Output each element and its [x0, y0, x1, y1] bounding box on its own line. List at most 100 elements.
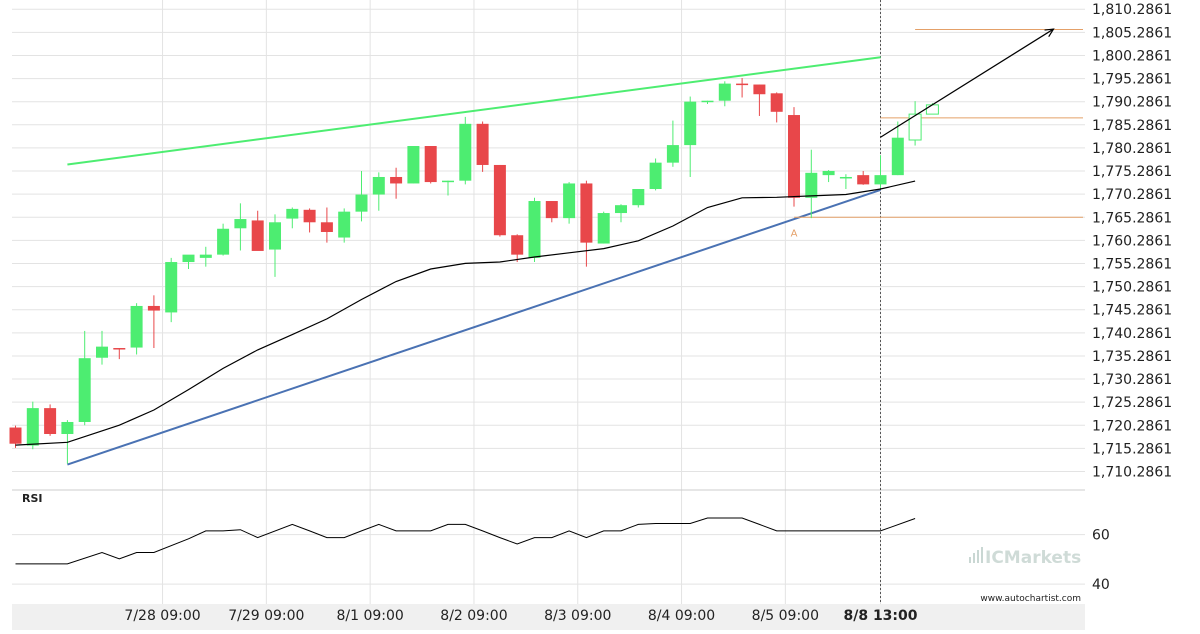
candle-body — [632, 189, 645, 206]
time-tick-label: 8/5 09:00 — [752, 608, 819, 624]
candle-body — [874, 175, 887, 185]
candle-body — [44, 408, 57, 435]
candle-body — [805, 172, 818, 198]
grid-layer — [12, 0, 1085, 604]
price-tick-label: 1,730.2861 — [1092, 372, 1172, 388]
time-tick-label: 8/1 09:00 — [336, 608, 403, 624]
price-tick-label: 1,745.2861 — [1092, 303, 1172, 319]
price-tick-label: 1,765.2861 — [1092, 210, 1172, 226]
candle-body — [459, 123, 472, 181]
pattern-point-label: A — [791, 228, 798, 239]
rsi-tick-label: 60 — [1092, 528, 1110, 544]
candle-body — [182, 254, 195, 263]
overlay-layer: A — [15, 28, 1055, 446]
candle-body — [684, 101, 697, 146]
price-tick-label: 1,770.2861 — [1092, 187, 1172, 203]
candle-body — [788, 115, 800, 198]
projection-candle-body — [908, 113, 922, 141]
candle-body — [545, 201, 558, 219]
candle-body — [9, 427, 22, 444]
price-tick-label: 1,740.2861 — [1092, 326, 1172, 342]
time-tick-label: 8/4 09:00 — [648, 608, 715, 624]
price-tick-label: 1,725.2861 — [1092, 395, 1172, 411]
price-tick-label: 1,750.2861 — [1092, 280, 1172, 296]
forecast-arrow-head — [1044, 28, 1055, 37]
price-tick-label: 1,710.2861 — [1092, 465, 1172, 481]
time-tick-label: 8/2 09:00 — [440, 608, 507, 624]
candle-layer — [9, 78, 939, 464]
watermark-bars-icon — [969, 547, 983, 563]
resistance-trendline — [67, 56, 881, 166]
candle-body — [511, 235, 524, 255]
price-tick-label: 1,810.2861 — [1092, 2, 1172, 18]
candle-body — [476, 123, 489, 165]
rsi-title: RSI — [22, 492, 43, 505]
candle-body — [857, 175, 870, 185]
candle-body — [753, 84, 766, 95]
candle-body — [251, 220, 264, 251]
candle-body — [839, 176, 852, 179]
watermark-text: ICMarkets — [985, 548, 1081, 568]
candle-body — [424, 146, 437, 183]
candle-body — [615, 205, 627, 214]
candle-body — [320, 222, 333, 232]
price-tick-label: 1,785.2861 — [1092, 118, 1172, 134]
candle-body — [217, 228, 230, 255]
candle-body — [286, 208, 299, 219]
candle-body — [372, 176, 385, 195]
candle-body — [407, 146, 420, 184]
price-tick-label: 1,715.2861 — [1092, 441, 1172, 457]
candle-body — [303, 209, 316, 223]
candle-body — [580, 183, 593, 243]
candle-body — [61, 421, 74, 435]
rsi-panel-background — [12, 490, 1085, 604]
rsi-line — [15, 517, 916, 565]
price-tick-label: 1,805.2861 — [1092, 25, 1172, 41]
price-tick-label: 1,760.2861 — [1092, 233, 1172, 249]
candle-body — [390, 176, 403, 184]
candle-body — [96, 346, 108, 358]
candle-body — [113, 348, 126, 350]
candle-body — [26, 408, 39, 446]
price-panel-background — [12, 0, 1085, 490]
price-tick-label: 1,795.2861 — [1092, 72, 1172, 88]
time-tick-label: 8/3 09:00 — [544, 608, 611, 624]
candle-body — [130, 305, 143, 348]
candle-body — [78, 358, 91, 422]
rsi-layer — [15, 517, 916, 565]
price-tick-label: 1,800.2861 — [1092, 48, 1172, 64]
candle-body — [770, 93, 783, 112]
price-tick-label: 1,735.2861 — [1092, 349, 1172, 365]
candle-body — [666, 145, 679, 163]
candle-body — [701, 100, 714, 103]
price-tick-label: 1,755.2861 — [1092, 256, 1172, 272]
candle-body — [493, 164, 506, 236]
candle-body — [528, 201, 541, 258]
forecast-arrow-line — [880, 28, 1054, 138]
candle-body — [147, 305, 160, 311]
candle-body — [269, 222, 281, 250]
support-trendline — [67, 188, 881, 466]
candle-body — [355, 194, 368, 212]
candle-body — [563, 183, 576, 219]
candle-body — [199, 254, 212, 258]
rsi-tick-label: 40 — [1092, 577, 1110, 593]
time-tick-label: 8/8 13:00 — [843, 608, 917, 624]
candle-body — [891, 137, 904, 176]
candle-body — [649, 162, 662, 190]
candle-body — [234, 219, 247, 229]
candle-body — [736, 83, 749, 86]
candle-body — [442, 180, 454, 183]
autochartist-site: www.autochartist.com — [980, 594, 1081, 604]
time-tick-label: 7/28 09:00 — [124, 608, 200, 624]
candle-body — [338, 211, 351, 238]
moving-average-line — [15, 180, 916, 446]
candle-body — [718, 83, 731, 101]
time-axis-background — [12, 604, 1085, 630]
axis-layer: 1,710.2861 1,715.2861 1,720.2861 1,725.2861… — [124, 2, 1172, 624]
price-tick-label: 1,775.2861 — [1092, 164, 1172, 180]
projection-candle-body — [925, 104, 939, 115]
candle-body — [165, 262, 178, 313]
